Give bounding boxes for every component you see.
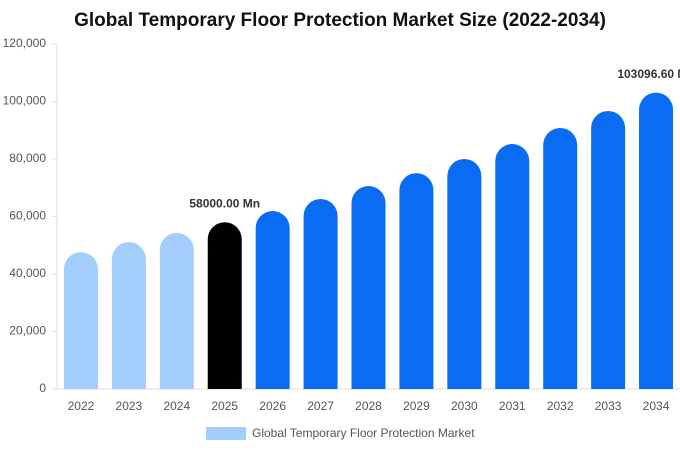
bar [111,242,146,389]
x-tick-label: 2027 [307,399,334,413]
bar [207,222,242,389]
bar [303,198,338,389]
legend-swatch [206,427,246,440]
x-tick-label: 2024 [163,399,190,413]
bar [255,211,290,389]
x-tick-label: 2023 [116,399,143,413]
x-tick-label: 2025 [211,399,238,413]
x-tick-label: 2032 [547,399,574,413]
x-tick-label: 2028 [355,399,382,413]
y-tick-label: 40,000 [9,266,46,280]
y-tick-label: 60,000 [9,209,46,223]
data-label: 58000.00 Mn [189,196,260,210]
y-tick-label: 120,000 [3,36,47,50]
bar [159,232,194,389]
y-tick-label: 100,000 [3,94,47,108]
x-tick-label: 2030 [451,399,478,413]
chart-title: Global Temporary Floor Protection Market… [74,10,606,31]
y-tick-label: 20,000 [9,324,46,338]
bar [63,252,98,389]
bar [399,173,434,389]
x-tick-label: 2031 [499,399,526,413]
bar [639,92,674,389]
bar [591,110,626,390]
bar [447,159,482,389]
x-tick-label: 2022 [68,399,95,413]
bar [495,144,530,389]
x-tick-label: 2033 [595,399,622,413]
bar [351,186,386,389]
x-tick-label: 2034 [643,399,670,413]
bar [543,127,578,390]
y-tick-label: 0 [39,381,46,395]
x-tick-label: 2026 [259,399,286,413]
x-tick-label: 2029 [403,399,430,413]
legend-label: Global Temporary Floor Protection Market [252,426,475,440]
data-label: 103096.60 Mn [617,67,680,81]
y-tick-label: 80,000 [9,151,46,165]
